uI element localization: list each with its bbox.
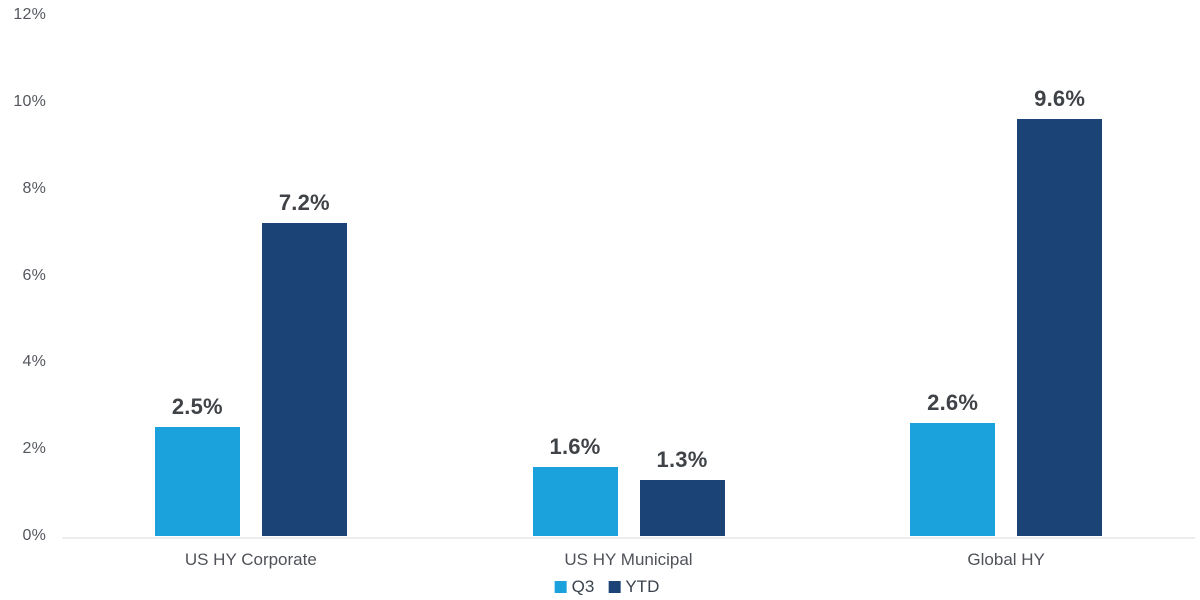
x-axis-category-label: US HY Corporate bbox=[184, 550, 317, 569]
legend-swatch-ytd bbox=[608, 580, 621, 593]
y-axis-tick-label: 8% bbox=[22, 179, 46, 197]
legend-swatch-q3 bbox=[554, 580, 567, 593]
y-axis-tick-label: 2% bbox=[22, 440, 46, 458]
y-axis-tick-label: 6% bbox=[22, 266, 46, 284]
legend-label: YTD bbox=[625, 577, 660, 596]
legend-label: Q3 bbox=[571, 577, 595, 596]
bar-q3-us-hy-municipal bbox=[532, 466, 618, 536]
x-axis-line bbox=[62, 537, 1195, 539]
chart-legend: Q3 YTD bbox=[554, 577, 659, 596]
value-label-q3-us-hy-corporate: 2.5% bbox=[171, 394, 223, 420]
y-axis-tick-label: 4% bbox=[22, 353, 46, 371]
y-axis-tick-label: 10% bbox=[13, 92, 46, 110]
y-axis-tick-label: 0% bbox=[22, 527, 46, 544]
bar-ytd-global-hy bbox=[1017, 119, 1103, 536]
y-axis-tick-label: 12% bbox=[13, 6, 46, 23]
bar-q3-us-hy-corporate bbox=[154, 427, 240, 536]
value-label-q3-global-hy: 2.6% bbox=[927, 390, 979, 416]
legend-item-q3: Q3 bbox=[554, 577, 595, 596]
bar-ytd-us-hy-municipal bbox=[639, 479, 725, 536]
value-label-ytd-global-hy: 9.6% bbox=[1034, 86, 1086, 112]
value-label-ytd-us-hy-municipal: 1.3% bbox=[656, 446, 708, 472]
bar-ytd-us-hy-corporate bbox=[261, 223, 347, 536]
bar-q3-global-hy bbox=[910, 423, 996, 536]
value-label-ytd-us-hy-corporate: 7.2% bbox=[278, 190, 330, 216]
legend-item-ytd: YTD bbox=[608, 578, 659, 595]
x-axis-category-label: US HY Municipal bbox=[564, 550, 693, 569]
x-axis-category-label: Global HY bbox=[967, 550, 1045, 569]
value-label-q3-us-hy-municipal: 1.6% bbox=[549, 433, 601, 459]
